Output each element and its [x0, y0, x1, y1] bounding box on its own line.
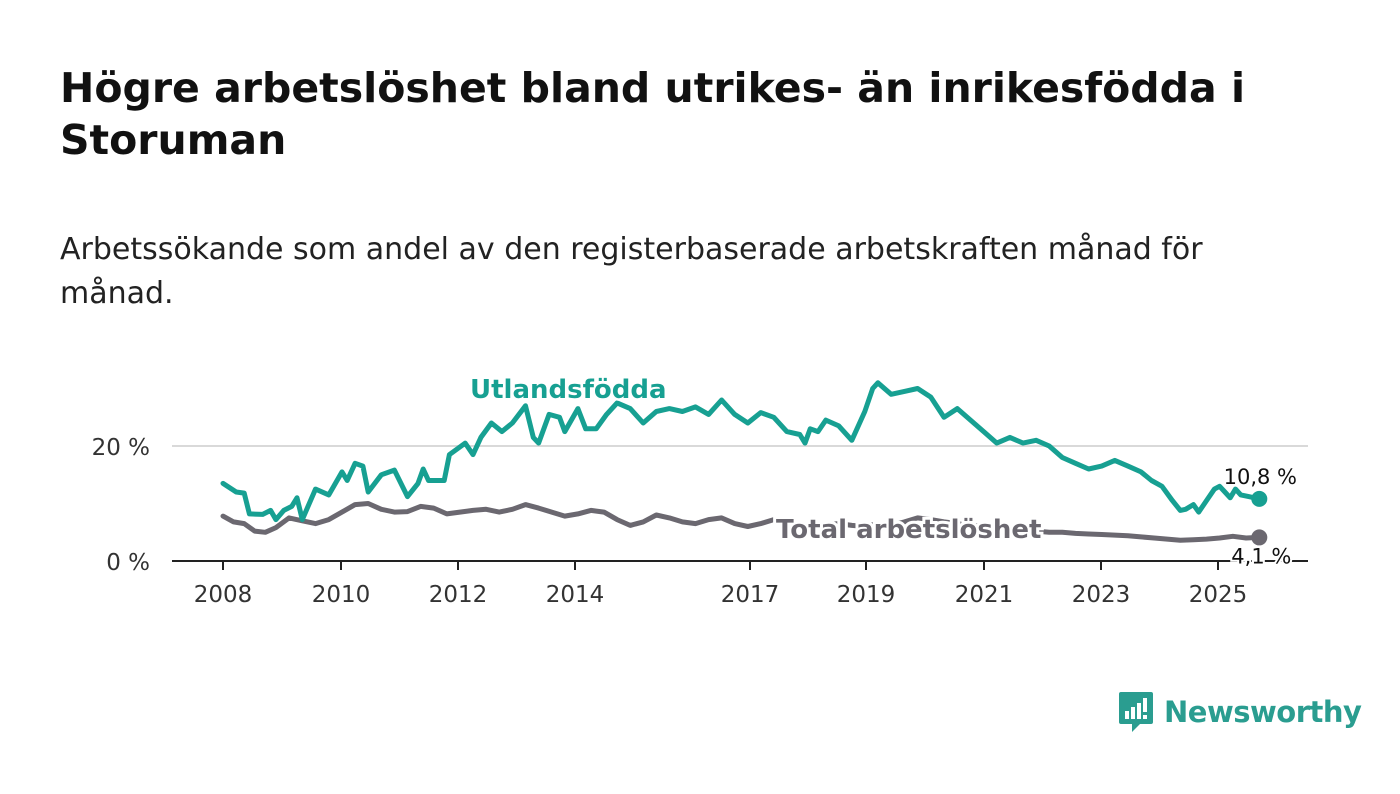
- y-tick-label: 20 %: [92, 435, 150, 461]
- chart-subtitle: Arbetssökande som andel av den registerb…: [60, 232, 1203, 311]
- x-tick-label: 2017: [721, 582, 780, 608]
- newsworthy-logo-text: Newsworthy: [1164, 695, 1362, 729]
- series-line-utlandsfodda: [220, 380, 1262, 523]
- x-tick-label: 2012: [429, 582, 488, 608]
- x-tick-label: 2010: [312, 582, 371, 608]
- end-marker-total: [1251, 529, 1268, 546]
- y-tick-label: 0 %: [106, 550, 150, 576]
- end-value-label: 4,1 %: [1231, 544, 1291, 568]
- chart-title: Högre arbetslöshet bland utrikes- än inr…: [60, 64, 1245, 164]
- end-marker-utlandsfodda: [1251, 490, 1268, 507]
- x-tick-label: 2008: [194, 582, 253, 608]
- series-line-total: [220, 501, 1262, 543]
- x-tick-label: 2021: [955, 582, 1014, 608]
- series-label-total: Total arbetslöshet: [776, 515, 1041, 545]
- x-tick-label: 2025: [1189, 582, 1248, 608]
- newsworthy-logo-icon: [1119, 692, 1153, 732]
- series-label-utlandsfodda: Utlandsfödda: [470, 375, 667, 405]
- end-value-label: 10,8 %: [1224, 465, 1297, 489]
- newsworthy-logo[interactable]: Newsworthy: [1118, 690, 1362, 734]
- x-tick-label: 2014: [546, 582, 605, 608]
- x-tick-label: 2023: [1072, 582, 1131, 608]
- x-tick-label: 2019: [837, 582, 896, 608]
